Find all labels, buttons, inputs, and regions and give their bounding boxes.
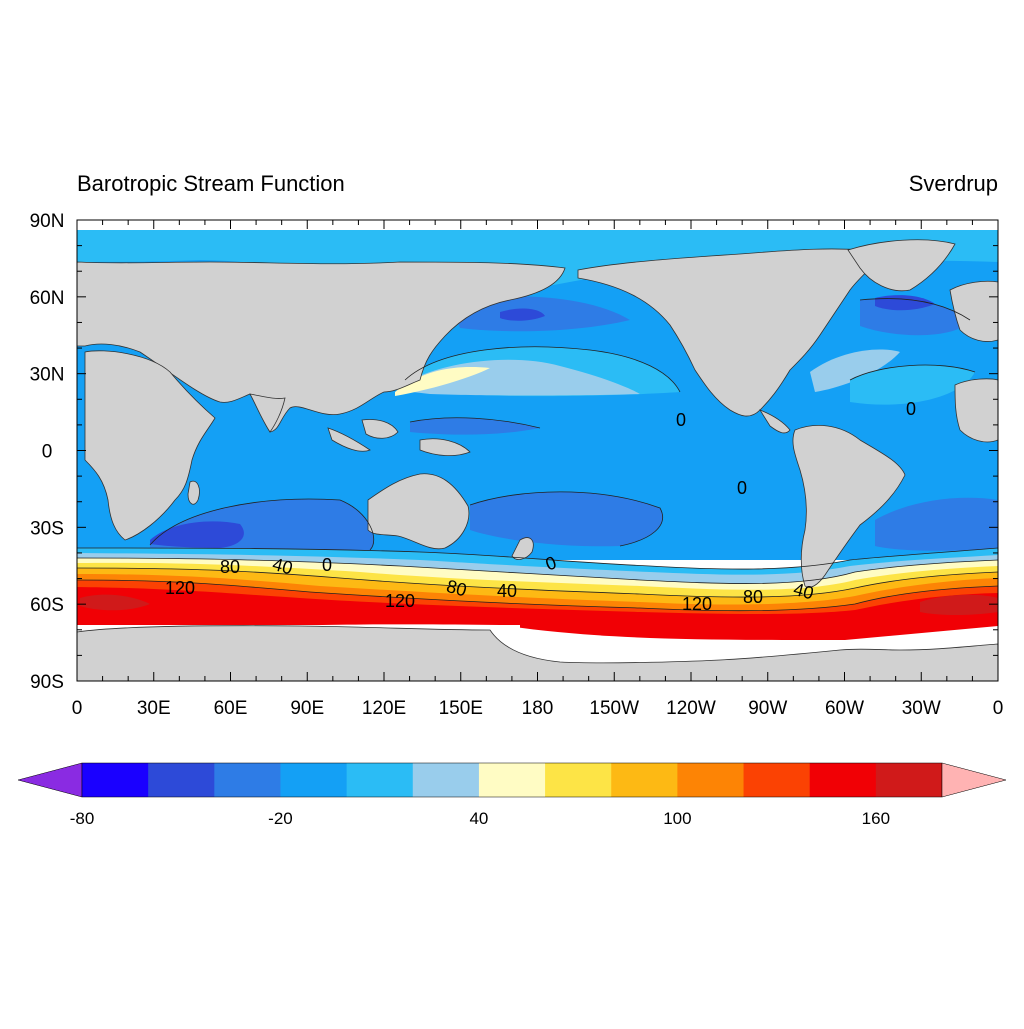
land-madagascar [187, 480, 200, 505]
land-central-america [759, 409, 791, 434]
contour-label-0e: 0 [906, 399, 916, 419]
contour-label-40b: 40 [497, 581, 517, 601]
colorbar-box [743, 763, 811, 797]
colorbar-box [478, 763, 546, 797]
y-tick-label: 90N [30, 211, 65, 232]
colorbar-box [280, 763, 348, 797]
field-band-kuroshio [395, 367, 490, 396]
land-africa [84, 350, 216, 541]
land-africa-east-edge [954, 378, 998, 443]
colorbar-box [677, 763, 745, 797]
field-band-natl-gyre [810, 349, 900, 392]
colorbar-box [809, 763, 877, 797]
land-south-america [792, 425, 906, 588]
x-tick-label: 90E [290, 698, 324, 719]
plot-title-right: Sverdrup [909, 171, 998, 196]
contour-label-80a: 80 [220, 557, 240, 577]
land-new-guinea [419, 438, 471, 456]
land-greenland [847, 239, 956, 292]
y-tick-label: 30N [30, 365, 65, 386]
colorbar-box [148, 763, 215, 797]
land-europe [949, 280, 998, 342]
land-borneo [361, 419, 399, 439]
contour-label-0c: 0 [737, 478, 747, 498]
field-band-satl-gyre [875, 497, 998, 551]
x-tick-label: 0 [993, 698, 1004, 719]
land-antarctica [77, 625, 998, 681]
land-sumatra [327, 427, 371, 452]
x-tick-label: 180 [522, 698, 554, 719]
colorbar-over-triangle [941, 762, 1007, 798]
y-tick-label: 30S [30, 518, 64, 539]
colorbar-box [346, 763, 414, 797]
colorbar-label: 40 [469, 809, 488, 828]
x-axis: 0 30E 60E 90E 120E 150E 180 150W 120W 90W 60W 30W 0 [72, 220, 1004, 719]
field-band-acc-180-west [80, 594, 150, 611]
contour-lines [77, 298, 998, 612]
colorbar-box [611, 763, 678, 797]
x-tick-label: 150E [439, 698, 483, 719]
contour-label-0a: 0 [322, 555, 332, 575]
contour-label-120b: 120 [385, 591, 415, 611]
land-north-america [577, 248, 881, 417]
colorbar-box [214, 763, 281, 797]
field-band-tropical-pacific [410, 417, 540, 435]
colorbar: -80 -20 40 100 160 [17, 762, 1007, 828]
colorbar-box [412, 763, 480, 797]
x-tick-label: 0 [72, 698, 83, 719]
x-tick-label: 60W [825, 698, 864, 719]
land-india [249, 393, 286, 433]
land-australia [367, 473, 470, 550]
y-tick-label: 60N [30, 288, 65, 309]
contour-label-120c: 120 [682, 594, 712, 614]
field-band-spac-gyre [470, 491, 663, 547]
contour-label-0d: 0 [676, 410, 686, 430]
land-masses [77, 239, 998, 681]
y-tick-label: 90S [30, 672, 64, 693]
field-band-natl-subtropical [850, 365, 975, 405]
colorbar-label: 160 [862, 809, 890, 828]
plot-title-left: Barotropic Stream Function [77, 171, 345, 196]
y-tick-label: 60S [30, 595, 64, 616]
x-tick-label: 120W [666, 698, 716, 719]
x-tick-label: 150W [589, 698, 639, 719]
land-eurasia [77, 261, 566, 433]
x-tick-label: 30E [137, 698, 171, 719]
stream-function-field [77, 220, 998, 681]
land-new-zealand [511, 537, 534, 560]
colorbar-label: 100 [663, 809, 691, 828]
y-axis: 90N 60N 30N 0 30S 60S 90S [30, 211, 998, 693]
field-band-acc-180-east [920, 594, 998, 615]
colorbar-box [82, 763, 149, 797]
colorbar-label: -80 [70, 809, 95, 828]
x-tick-label: 30W [902, 698, 941, 719]
x-tick-label: 90W [748, 698, 787, 719]
x-tick-label: 120E [362, 698, 406, 719]
field-band-sind-core [150, 521, 244, 548]
colorbar-label: -20 [268, 809, 293, 828]
y-tick-label: 0 [42, 442, 53, 463]
colorbar-box [875, 763, 943, 797]
x-tick-label: 60E [214, 698, 248, 719]
field-band-npac-min [500, 308, 545, 321]
colorbar-box [545, 763, 612, 797]
contour-label-80c: 80 [743, 587, 763, 607]
field-band-arctic [77, 230, 998, 298]
colorbar-under-triangle [17, 762, 83, 798]
contour-label-120a: 120 [165, 578, 195, 598]
